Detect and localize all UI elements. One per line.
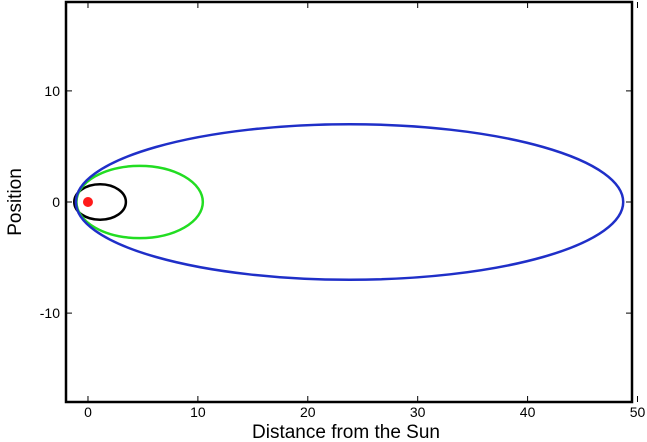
x-axis-title: Distance from the Sun bbox=[252, 422, 440, 442]
y-tick-label: 0 bbox=[52, 194, 60, 210]
x-tick-label: 10 bbox=[190, 404, 206, 420]
x-tick-label: 40 bbox=[520, 404, 536, 420]
x-tick-label: 30 bbox=[410, 404, 426, 420]
x-tick-label: 0 bbox=[84, 404, 92, 420]
orbit-ellipse-1 bbox=[72, 182, 128, 222]
plot-frame bbox=[64, 0, 634, 404]
y-tick-label: 10 bbox=[44, 83, 60, 99]
y-axis-title: Position bbox=[5, 168, 26, 236]
x-tick-label: 20 bbox=[300, 404, 316, 420]
y-tick-label: -10 bbox=[40, 305, 60, 321]
sun-marker bbox=[82, 197, 93, 207]
plot-area bbox=[66, 2, 632, 402]
axis-tick-labels: 0 10 20 30 40 50 -10 0 10 bbox=[40, 83, 646, 420]
orbit-ellipse-3 bbox=[74, 122, 625, 282]
x-tick-label: 50 bbox=[630, 404, 646, 420]
orbit-series-group bbox=[72, 122, 625, 282]
